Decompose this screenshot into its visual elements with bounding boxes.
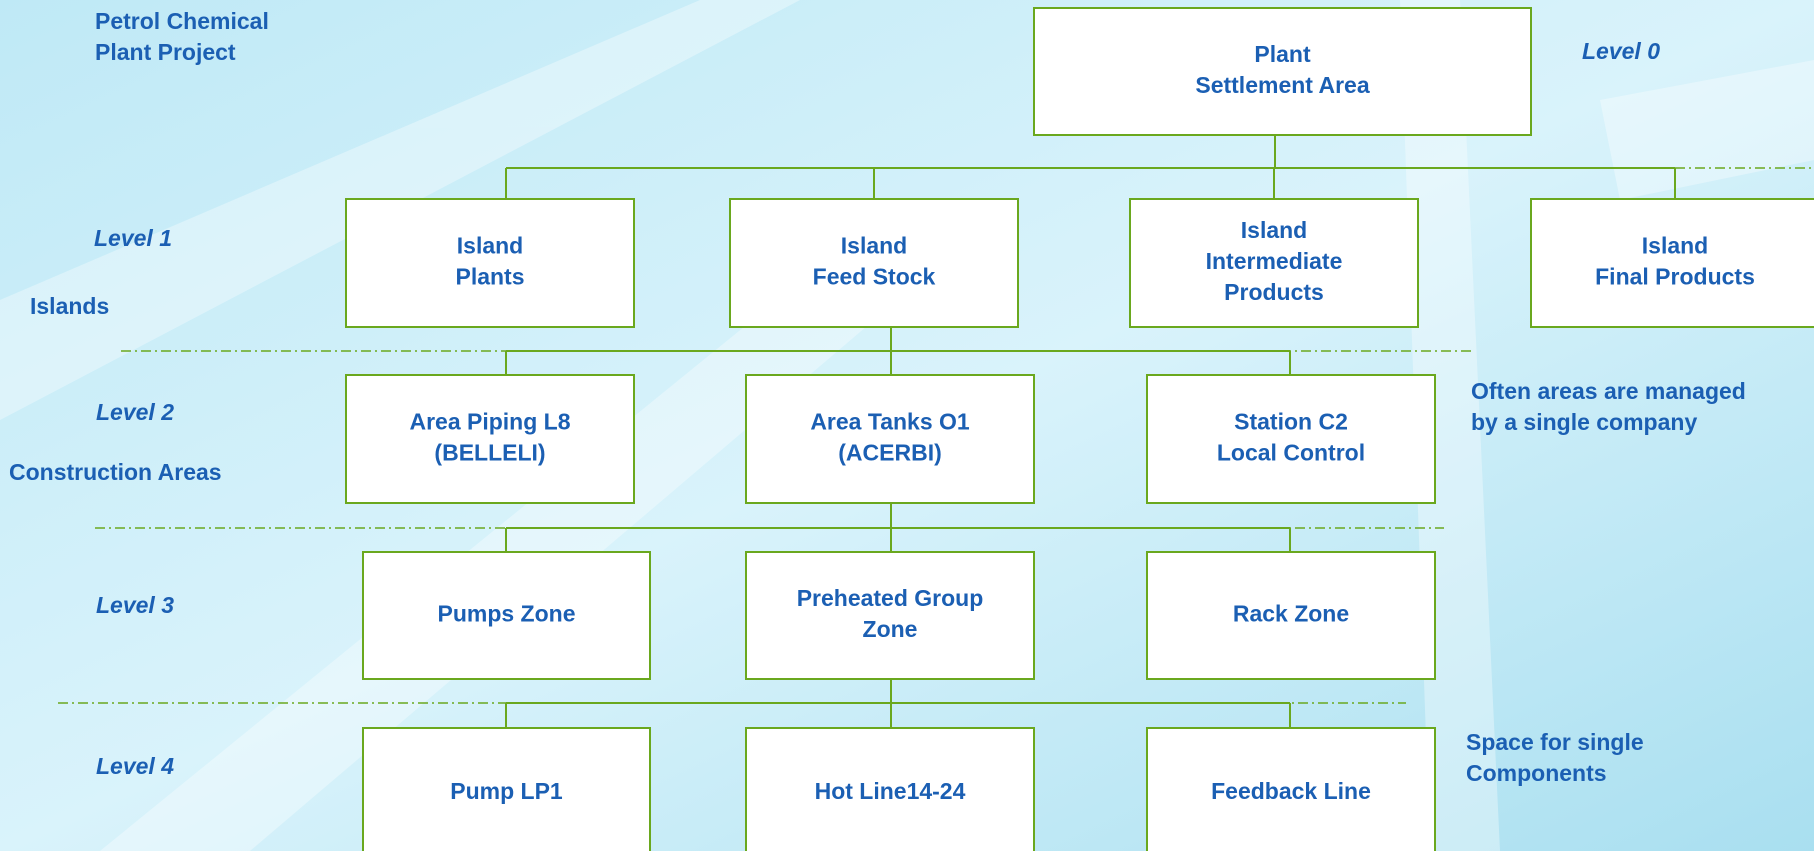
node-label: Station C2	[1234, 409, 1348, 435]
level-caption: Islands	[30, 293, 109, 319]
level-label: Level 2	[96, 399, 174, 425]
note: by a single company	[1471, 409, 1697, 435]
node-label: (ACERBI)	[838, 440, 942, 466]
note: Often areas are managed	[1471, 378, 1746, 404]
node-label: Hot Line14-24	[815, 778, 966, 804]
node-label: (BELLELI)	[434, 440, 545, 466]
note: Space for single	[1466, 729, 1644, 755]
page: {"header": {"title": ["Petrol Chemical",…	[0, 0, 1814, 851]
node-label: Intermediate	[1206, 248, 1343, 274]
node-label: Island	[1642, 233, 1708, 259]
node-label: Area Tanks O1	[810, 409, 970, 435]
node-label: Island	[457, 233, 523, 259]
node-label: Plants	[455, 264, 524, 290]
diagram: Petrol Chemical Plant Project Plant Settlem…	[0, 0, 1814, 851]
node-label: Feed Stock	[813, 264, 936, 290]
title: Petrol Chemical	[95, 8, 269, 34]
level-label: Level 3	[96, 592, 174, 618]
node-label: Preheated Group	[797, 585, 984, 611]
note: Components	[1466, 760, 1607, 786]
node-label: Products	[1224, 279, 1324, 305]
level-caption: Construction Areas	[9, 459, 222, 485]
node-label: Island	[841, 233, 907, 259]
node-label: Plant	[1254, 41, 1311, 67]
node-label: Settlement Area	[1195, 72, 1369, 98]
title: Plant Project	[95, 39, 236, 65]
node-label: Island	[1241, 217, 1307, 243]
node-label: Final Products	[1595, 264, 1755, 290]
node-label: Rack Zone	[1233, 601, 1349, 627]
node-label: Feedback Line	[1211, 778, 1371, 804]
level-label: Level 0	[1582, 38, 1660, 64]
node-label: Local Control	[1217, 440, 1365, 466]
node-label: Zone	[863, 616, 918, 642]
level-label: Level 4	[96, 753, 174, 779]
node-label: Pumps Zone	[437, 601, 575, 627]
level-label: Level 1	[94, 225, 172, 251]
node-label: Area Piping L8	[409, 409, 570, 435]
node-label: Pump LP1	[450, 778, 563, 804]
